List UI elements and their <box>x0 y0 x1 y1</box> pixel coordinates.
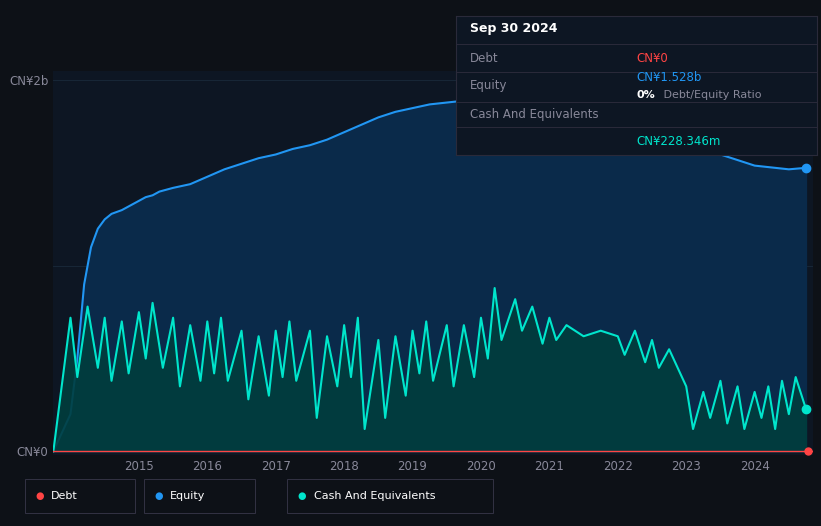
Text: 0%: 0% <box>636 90 655 100</box>
Text: Debt: Debt <box>470 53 498 66</box>
Text: CN¥228.346m: CN¥228.346m <box>636 135 721 148</box>
Text: Cash And Equivalents: Cash And Equivalents <box>470 108 599 122</box>
Text: Equity: Equity <box>470 79 507 92</box>
Text: ●: ● <box>298 491 306 501</box>
Text: ●: ● <box>154 491 163 501</box>
Text: Debt/Equity Ratio: Debt/Equity Ratio <box>660 90 761 100</box>
Text: CN¥0: CN¥0 <box>636 53 668 66</box>
Text: Sep 30 2024: Sep 30 2024 <box>470 22 557 35</box>
Text: Equity: Equity <box>170 491 205 501</box>
Text: CN¥1.528b: CN¥1.528b <box>636 70 702 84</box>
Text: Debt: Debt <box>51 491 78 501</box>
Text: ●: ● <box>35 491 44 501</box>
Text: Cash And Equivalents: Cash And Equivalents <box>314 491 435 501</box>
